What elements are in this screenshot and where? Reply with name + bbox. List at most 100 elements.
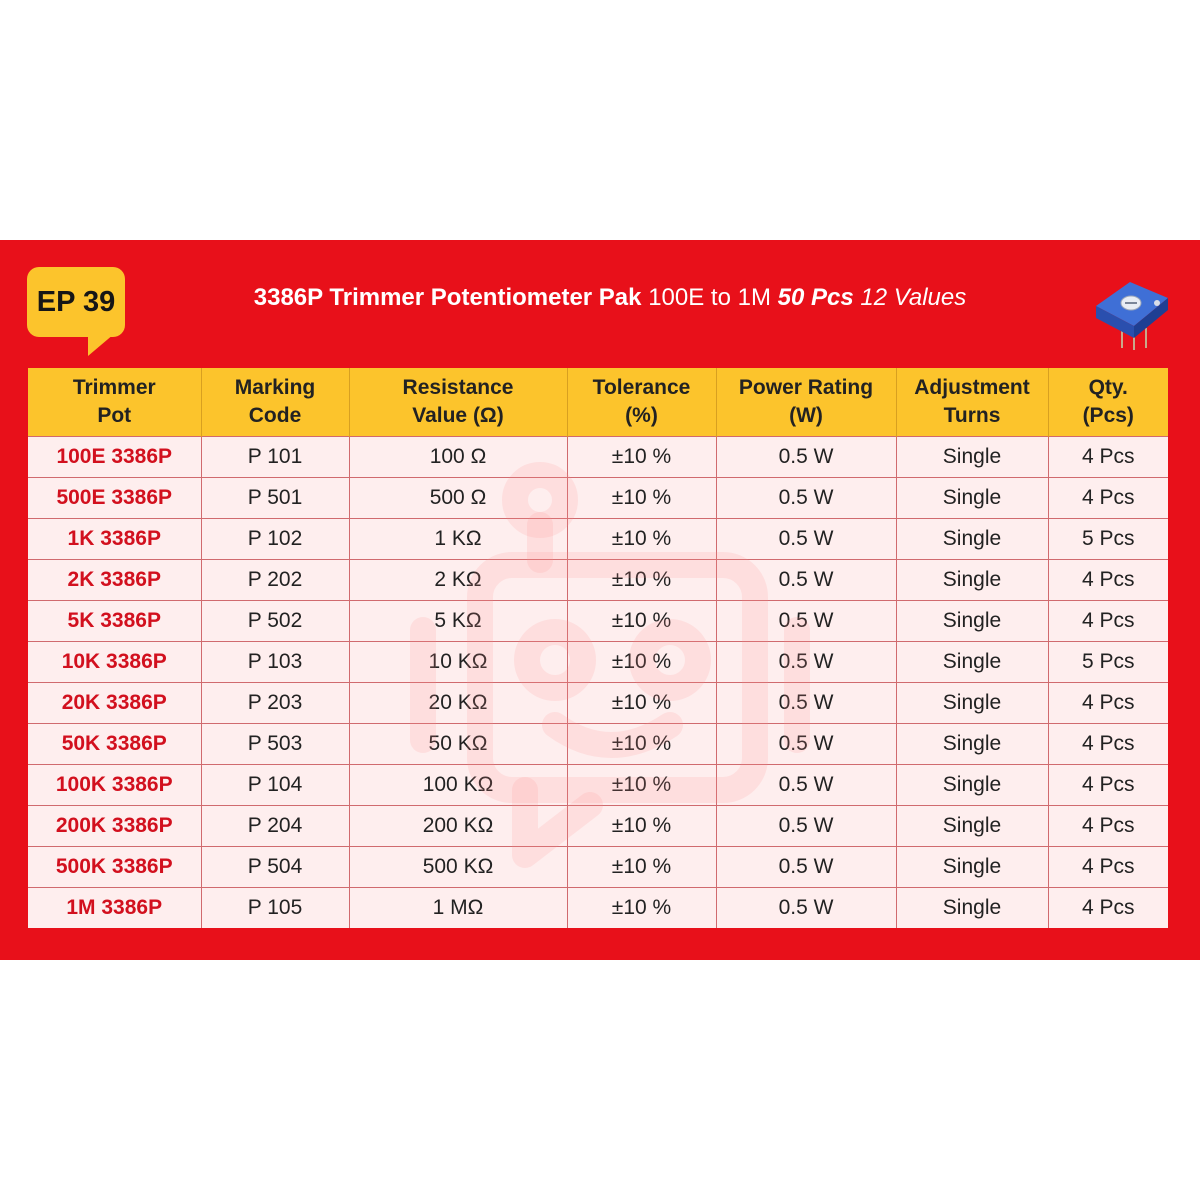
table-row: 5K 3386P P 502 5 KΩ ±10 % 0.5 W Single 4 Pcs (28, 600, 1168, 642)
trimmer-pot-cell: 20K 3386P (28, 682, 201, 724)
adjustment-turns-cell: Single (895, 600, 1048, 642)
marking-code-cell: P 202 (200, 559, 349, 601)
quantity-cell: 5 Pcs (1047, 518, 1168, 560)
column-header: Tolerance (%) (566, 368, 716, 437)
quantity-cell: 4 Pcs (1047, 559, 1168, 601)
adjustment-turns-cell: Single (895, 846, 1048, 888)
adjustment-turns-cell: Single (895, 723, 1048, 765)
resistance-value-cell: 500 Ω (348, 477, 567, 519)
adjustment-turns-cell: Single (895, 887, 1048, 928)
resistance-value-cell: 20 KΩ (348, 682, 567, 724)
table-body: 100E 3386P P 101 100 Ω ±10 % 0.5 W Single 4 Pc… (28, 436, 1168, 928)
marking-code-cell: P 102 (200, 518, 349, 560)
column-header-line2: (W) (789, 404, 823, 427)
trimmer-pot-cell: 2K 3386P (28, 559, 201, 601)
trimmer-pot-cell: 5K 3386P (28, 600, 201, 642)
power-rating-cell: 0.5 W (715, 887, 896, 928)
power-rating-cell: 0.5 W (715, 805, 896, 847)
column-header-line1: Resistance (402, 376, 514, 399)
title-count: 50 Pcs (777, 284, 854, 311)
resistance-value-cell: 500 KΩ (348, 846, 567, 888)
marking-code-cell: P 504 (200, 846, 349, 888)
tolerance-cell: ±10 % (566, 559, 716, 601)
column-header-line2: Code (248, 404, 302, 427)
table-row: 500K 3386P P 504 500 KΩ ±10 % 0.5 W Single 4 P… (28, 846, 1168, 888)
column-header-line2: (%) (625, 404, 658, 427)
table-row: 10K 3386P P 103 10 KΩ ±10 % 0.5 W Single 5 Pcs (28, 641, 1168, 683)
trimmer-pot-cell: 500E 3386P (28, 477, 201, 519)
power-rating-cell: 0.5 W (715, 764, 896, 806)
resistance-value-cell: 5 KΩ (348, 600, 567, 642)
quantity-cell: 4 Pcs (1047, 477, 1168, 519)
column-header: Marking Code (200, 368, 349, 437)
resistance-value-cell: 1 KΩ (348, 518, 567, 560)
specifications-table: Trimmer Pot Marking Code Resistance Value (Ω)… (28, 368, 1168, 928)
adjustment-turns-cell: Single (895, 518, 1048, 560)
tolerance-cell: ±10 % (566, 805, 716, 847)
column-header-line2: Turns (943, 404, 1001, 427)
marking-code-cell: P 501 (200, 477, 349, 519)
table-row: 50K 3386P P 503 50 KΩ ±10 % 0.5 W Single 4 Pcs (28, 723, 1168, 765)
column-header-line1: Power Rating (738, 376, 874, 399)
marking-code-cell: P 103 (200, 641, 349, 683)
tolerance-cell: ±10 % (566, 641, 716, 683)
resistance-value-cell: 200 KΩ (348, 805, 567, 847)
marking-code-cell: P 204 (200, 805, 349, 847)
column-header-line1: Marking (234, 376, 316, 399)
quantity-cell: 4 Pcs (1047, 600, 1168, 642)
power-rating-cell: 0.5 W (715, 682, 896, 724)
resistance-value-cell: 2 KΩ (348, 559, 567, 601)
trimmer-pot-cell: 500K 3386P (28, 846, 201, 888)
tolerance-cell: ±10 % (566, 764, 716, 806)
table-row: 1M 3386P P 105 1 MΩ ±10 % 0.5 W Single 4 Pcs (28, 887, 1168, 928)
product-banner: EP 39 3386P Trimmer Potentiometer Pak 10… (0, 240, 1200, 960)
resistance-value-cell: 50 KΩ (348, 723, 567, 765)
trimmer-pot-cell: 100E 3386P (28, 436, 201, 478)
column-header-line1: Adjustment (914, 376, 1030, 399)
power-rating-cell: 0.5 W (715, 846, 896, 888)
trimmer-pot-cell: 200K 3386P (28, 805, 201, 847)
marking-code-cell: P 203 (200, 682, 349, 724)
adjustment-turns-cell: Single (895, 805, 1048, 847)
column-header: Resistance Value (Ω) (348, 368, 567, 437)
column-header-line1: Trimmer (72, 376, 156, 399)
resistance-value-cell: 10 KΩ (348, 641, 567, 683)
tolerance-cell: ±10 % (566, 436, 716, 478)
quantity-cell: 4 Pcs (1047, 805, 1168, 847)
trimmer-pot-cell: 1K 3386P (28, 518, 201, 560)
table-row: 200K 3386P P 204 200 KΩ ±10 % 0.5 W Single 4 P… (28, 805, 1168, 847)
marking-code-cell: P 104 (200, 764, 349, 806)
column-header-line1: Qty. (1088, 376, 1128, 399)
quantity-cell: 4 Pcs (1047, 887, 1168, 928)
resistance-value-cell: 1 MΩ (348, 887, 567, 928)
marking-code-cell: P 101 (200, 436, 349, 478)
trimmer-pot-cell: 10K 3386P (28, 641, 201, 683)
title-product: 3386P Trimmer Potentiometer Pak (253, 284, 642, 311)
resistance-value-cell: 100 Ω (348, 436, 567, 478)
column-header: Trimmer Pot (28, 368, 201, 437)
trimmer-pot-cell: 100K 3386P (28, 764, 201, 806)
tolerance-cell: ±10 % (566, 477, 716, 519)
power-rating-cell: 0.5 W (715, 436, 896, 478)
column-header: Qty. (Pcs) (1047, 368, 1168, 437)
table-row: 100K 3386P P 104 100 KΩ ±10 % 0.5 W Single 4 P… (28, 764, 1168, 806)
column-header-line2: (Pcs) (1082, 404, 1134, 427)
table-row: 100E 3386P P 101 100 Ω ±10 % 0.5 W Single 4 Pc… (28, 436, 1168, 478)
episode-badge-label: EP 39 (36, 285, 116, 318)
power-rating-cell: 0.5 W (715, 600, 896, 642)
resistance-value-cell: 100 KΩ (348, 764, 567, 806)
table-header-row: Trimmer Pot Marking Code Resistance Value (Ω)… (28, 368, 1168, 437)
quantity-cell: 4 Pcs (1047, 723, 1168, 765)
adjustment-turns-cell: Single (895, 436, 1048, 478)
title-values: 12 Values (860, 284, 967, 311)
table-row: 20K 3386P P 203 20 KΩ ±10 % 0.5 W Single 4 Pcs (28, 682, 1168, 724)
quantity-cell: 4 Pcs (1047, 436, 1168, 478)
episode-badge-tail (88, 334, 114, 356)
adjustment-turns-cell: Single (895, 477, 1048, 519)
quantity-cell: 4 Pcs (1047, 764, 1168, 806)
power-rating-cell: 0.5 W (715, 477, 896, 519)
power-rating-cell: 0.5 W (715, 641, 896, 683)
marking-code-cell: P 502 (200, 600, 349, 642)
tolerance-cell: ±10 % (566, 887, 716, 928)
trimmer-pot-cell: 1M 3386P (28, 887, 201, 928)
